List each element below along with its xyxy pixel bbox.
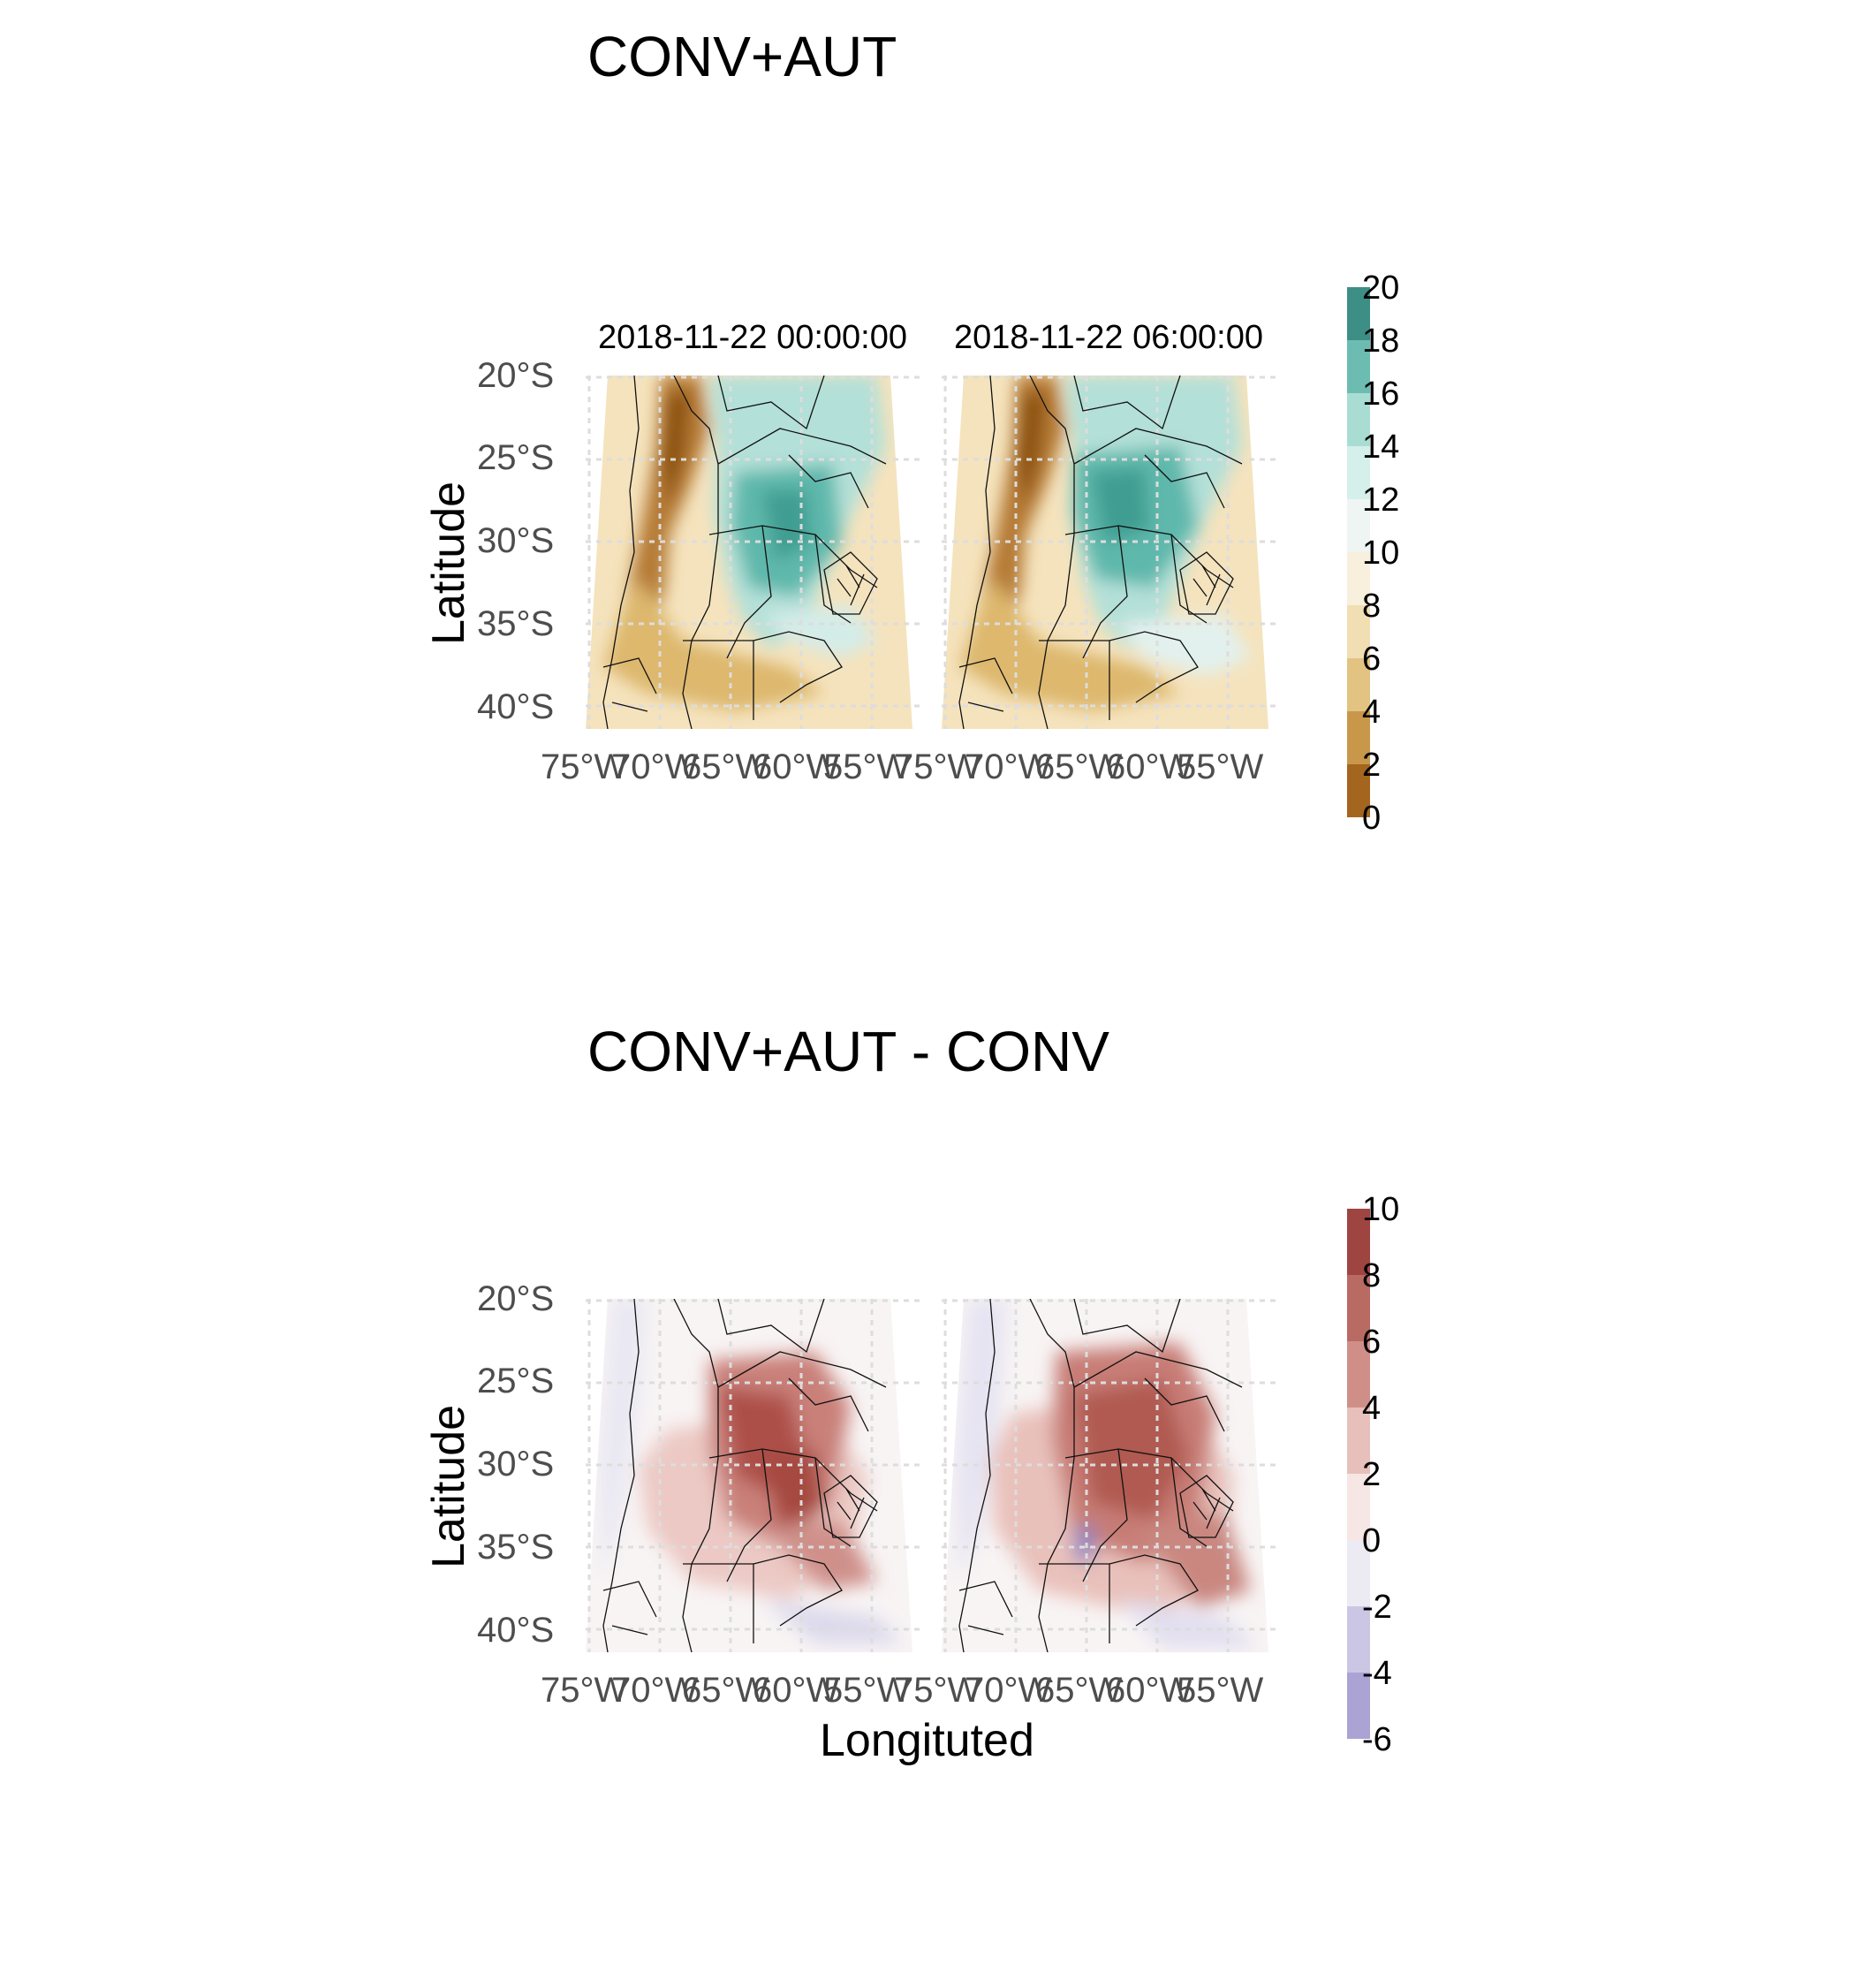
plot2-x-axis-label: Longituted bbox=[820, 1715, 1034, 1766]
colorbar-bin bbox=[1347, 1474, 1370, 1540]
colorbar-tick-label: -2 bbox=[1362, 1589, 1392, 1626]
colorbar-bin bbox=[1347, 605, 1370, 658]
colorbar-bin bbox=[1347, 340, 1370, 393]
plot2-ytick-20s: 20°S bbox=[477, 1279, 555, 1318]
plot1-xtick-60w-a: 60°W bbox=[753, 747, 840, 786]
colorbar-tick-label: 6 bbox=[1362, 641, 1382, 678]
colorbar-bin bbox=[1347, 711, 1370, 764]
plot2-y-axis-label: Latitude bbox=[423, 1404, 474, 1568]
colorbar-tick-label: 10 bbox=[1362, 1191, 1400, 1228]
colorbar-tick-label: 14 bbox=[1362, 429, 1400, 466]
colorbar-bin bbox=[1347, 499, 1370, 552]
colorbar-bin bbox=[1347, 1540, 1370, 1606]
plot1-ytick-20s: 20°S bbox=[477, 356, 555, 395]
plot1-ytick-25s: 25°S bbox=[477, 438, 555, 477]
plot1-xtick-55w-a: 55°W bbox=[823, 747, 911, 786]
plot1-ytick-35s: 35°S bbox=[477, 604, 555, 643]
plot1-xtick-60w-b: 60°W bbox=[1106, 747, 1193, 786]
plot1-colorbar bbox=[1347, 287, 1370, 817]
colorbar-bin bbox=[1347, 1275, 1370, 1341]
plot2-ytick-35s: 35°S bbox=[477, 1528, 555, 1567]
plot1-xtick-75w-a: 75°W bbox=[541, 747, 628, 786]
colorbar-tick-label: 0 bbox=[1362, 800, 1382, 837]
plot1-xtick-70w-a: 70°W bbox=[611, 747, 699, 786]
plot2-colorbar bbox=[1347, 1209, 1370, 1739]
colorbar-bin bbox=[1347, 393, 1370, 446]
colorbar-tick-label: 4 bbox=[1362, 1390, 1382, 1427]
plot1-facet-label-0000: 2018-11-22 00:00:00 bbox=[597, 319, 908, 356]
plot1-map-panel-0000 bbox=[586, 376, 920, 729]
colorbar-tick-label: 4 bbox=[1362, 694, 1382, 731]
plot1-title: CONV+AUT bbox=[587, 25, 897, 88]
plot2-xtick-65w-a: 65°W bbox=[682, 1671, 769, 1710]
plot1-ytick-30s: 30°S bbox=[477, 521, 555, 560]
plot2-xtick-55w-b: 55°W bbox=[1177, 1671, 1264, 1710]
plot2-ytick-25s: 25°S bbox=[477, 1362, 555, 1400]
colorbar-bin bbox=[1347, 1673, 1370, 1739]
plot1-ytick-40s: 40°S bbox=[477, 687, 555, 726]
plot1-xtick-55w-b: 55°W bbox=[1177, 747, 1264, 786]
colorbar-bin bbox=[1347, 1341, 1370, 1408]
plot2-title: CONV+AUT - CONV bbox=[587, 1020, 1109, 1083]
colorbar-tick-label: -4 bbox=[1362, 1655, 1392, 1692]
colorbar-tick-label: 2 bbox=[1362, 1456, 1382, 1493]
colorbar-tick-label: 12 bbox=[1362, 482, 1400, 519]
colorbar-tick-label: 8 bbox=[1362, 588, 1382, 625]
plot2-xtick-75w-a: 75°W bbox=[541, 1671, 628, 1710]
colorbar-tick-label: 10 bbox=[1362, 535, 1400, 572]
plot1-xtick-65w-a: 65°W bbox=[682, 747, 769, 786]
plot1-xtick-75w-b: 75°W bbox=[894, 747, 981, 786]
colorbar-bin bbox=[1347, 764, 1370, 817]
colorbar-bin bbox=[1347, 1606, 1370, 1673]
plot1-xtick-70w-b: 70°W bbox=[965, 747, 1052, 786]
plot2-xtick-65w-b: 65°W bbox=[1035, 1671, 1123, 1710]
colorbar-bin bbox=[1347, 552, 1370, 605]
plot2-map-panel-0000 bbox=[586, 1299, 920, 1652]
colorbar-tick-label: -6 bbox=[1362, 1721, 1392, 1758]
colorbar-tick-label: 8 bbox=[1362, 1257, 1382, 1294]
plot2-ytick-30s: 30°S bbox=[477, 1445, 555, 1483]
plot1-y-axis-label: Latitude bbox=[423, 481, 474, 645]
plot2-xtick-60w-b: 60°W bbox=[1106, 1671, 1193, 1710]
plot2-map-panel-0600 bbox=[942, 1299, 1276, 1652]
colorbar-bin bbox=[1347, 287, 1370, 340]
plot2-xtick-55w-a: 55°W bbox=[823, 1671, 911, 1710]
plot1-xtick-65w-b: 65°W bbox=[1035, 747, 1123, 786]
colorbar-bin bbox=[1347, 658, 1370, 711]
plot1-facet-label-0600: 2018-11-22 06:00:00 bbox=[953, 319, 1264, 356]
plot1-map-panel-0600 bbox=[942, 376, 1276, 729]
colorbar-bin bbox=[1347, 446, 1370, 499]
colorbar-tick-label: 6 bbox=[1362, 1324, 1382, 1361]
colorbar-tick-label: 20 bbox=[1362, 269, 1400, 307]
plot2-ytick-40s: 40°S bbox=[477, 1611, 555, 1650]
colorbar-tick-label: 0 bbox=[1362, 1522, 1382, 1559]
colorbar-tick-label: 2 bbox=[1362, 747, 1382, 784]
plot2-xtick-70w-a: 70°W bbox=[611, 1671, 699, 1710]
plot2-xtick-75w-b: 75°W bbox=[894, 1671, 981, 1710]
colorbar-tick-label: 18 bbox=[1362, 322, 1400, 360]
colorbar-bin bbox=[1347, 1408, 1370, 1474]
colorbar-bin bbox=[1347, 1209, 1370, 1275]
plot2-xtick-60w-a: 60°W bbox=[753, 1671, 840, 1710]
plot2-xtick-70w-b: 70°W bbox=[965, 1671, 1052, 1710]
colorbar-tick-label: 16 bbox=[1362, 376, 1400, 413]
